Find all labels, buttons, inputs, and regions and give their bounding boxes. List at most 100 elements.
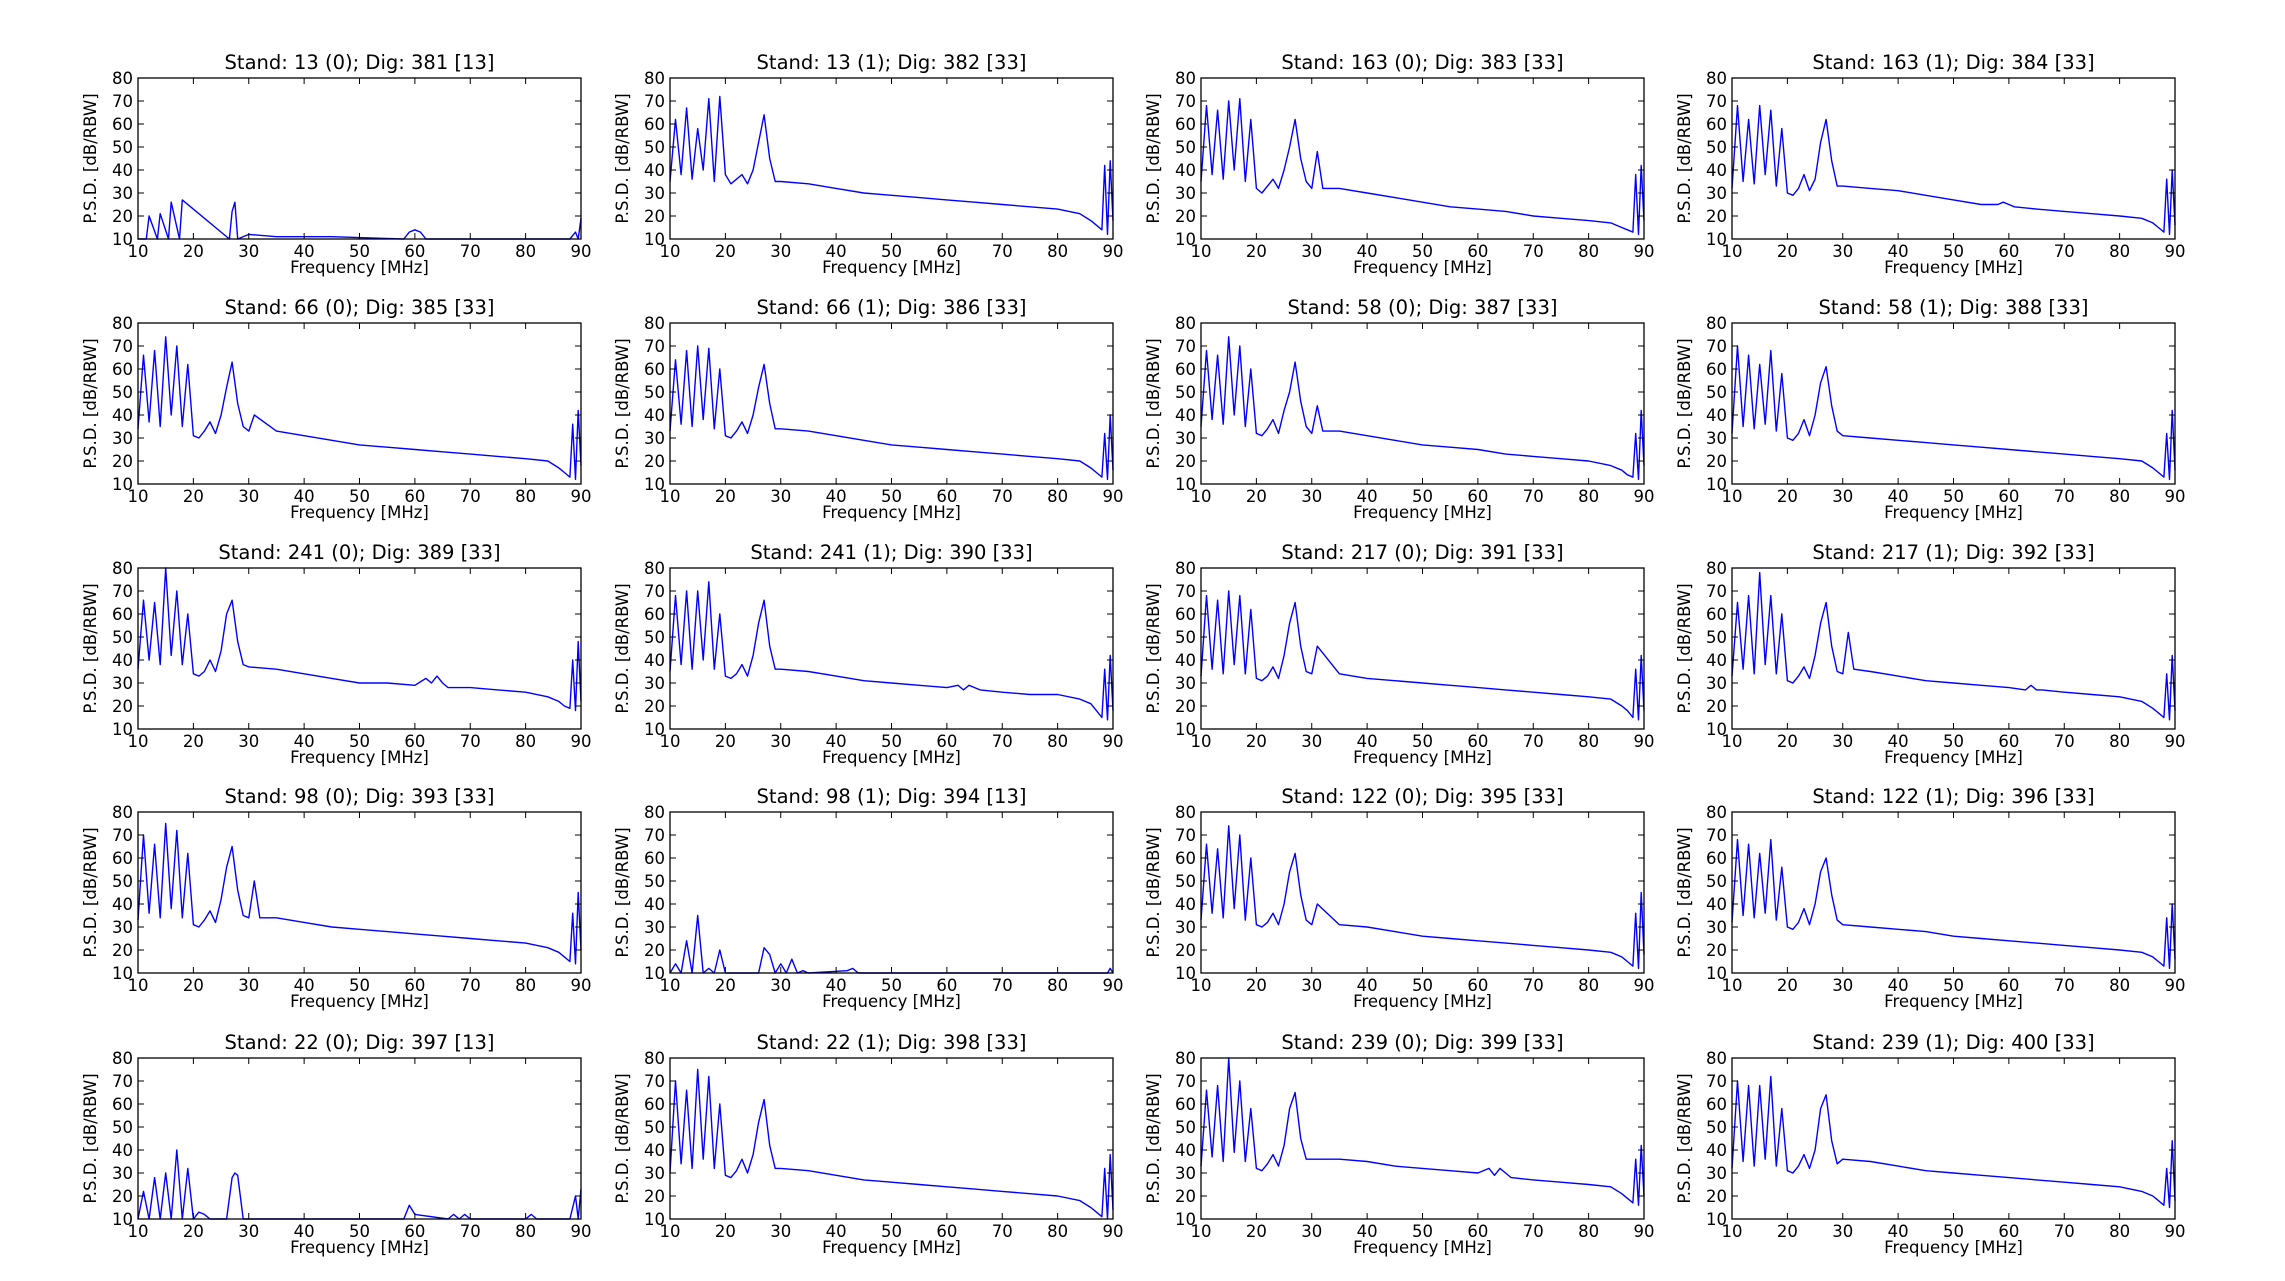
x-tick-label: 30 (770, 1222, 791, 1241)
x-tick-label: 50 (349, 1222, 370, 1241)
y-tick-label: 10 (1706, 230, 1727, 249)
x-tick-label: 10 (1191, 732, 1212, 751)
chart-title: Stand: 163 (0); Dig: 383 [33] (1281, 51, 1563, 74)
y-tick-label: 80 (1175, 1049, 1196, 1068)
chart-panel: 10 20 30 40 50 60 70 80 90 10 20 30 40 50 60 70 80 Stand:… (81, 785, 592, 1011)
x-tick-label: 50 (349, 732, 370, 751)
y-tick-label: 10 (644, 230, 665, 249)
x-tick-label: 90 (2165, 242, 2186, 261)
x-tick-label: 90 (571, 732, 592, 751)
y-axis-label: P.S.D. [dB/RBW] (1144, 827, 1163, 957)
x-tick-label: 10 (660, 242, 681, 261)
x-tick-label: 40 (1357, 1222, 1378, 1241)
x-tick-label: 20 (1777, 1222, 1798, 1241)
psd-series-line (1731, 345, 2176, 481)
x-axis-label: Frequency [MHz] (290, 503, 429, 522)
y-tick-label: 80 (644, 69, 665, 88)
psd-series-line (137, 822, 582, 965)
x-tick-label: 30 (1301, 732, 1322, 751)
y-axis-label: P.S.D. [dB/RBW] (613, 1073, 632, 1203)
x-tick-label: 30 (1832, 976, 1853, 995)
x-tick-label: 30 (1301, 242, 1322, 261)
x-tick-label: 90 (2165, 732, 2186, 751)
x-axis-label: Frequency [MHz] (1353, 258, 1492, 277)
x-tick-label: 40 (1357, 732, 1378, 751)
y-tick-label: 30 (1175, 674, 1196, 693)
psd-series-line (1731, 571, 2176, 721)
y-axis-label: P.S.D. [dB/RBW] (1144, 338, 1163, 468)
y-tick-label: 60 (1175, 360, 1196, 379)
x-tick-label: 80 (515, 242, 536, 261)
y-tick-label: 40 (112, 895, 133, 914)
x-tick-label: 80 (1047, 1222, 1068, 1241)
x-tick-label: 80 (1578, 1222, 1599, 1241)
chart-panel: 10 20 30 40 50 60 70 80 90 10 20 30 40 50 60 70 80 Stand:… (1675, 296, 2186, 522)
x-tick-label: 30 (770, 976, 791, 995)
x-tick-label: 20 (715, 242, 736, 261)
x-tick-label: 60 (1467, 487, 1488, 506)
y-tick-label: 60 (644, 605, 665, 624)
y-axis-label: P.S.D. [dB/RBW] (1675, 1073, 1694, 1203)
y-axis-label: P.S.D. [dB/RBW] (81, 1073, 100, 1203)
y-tick-label: 30 (1175, 1164, 1196, 1183)
y-tick-label: 80 (1175, 559, 1196, 578)
y-tick-label: 40 (1175, 1141, 1196, 1160)
x-tick-label: 80 (2109, 732, 2130, 751)
y-tick-label: 50 (644, 872, 665, 891)
y-tick-label: 30 (1175, 184, 1196, 203)
x-tick-label: 20 (1246, 1222, 1267, 1241)
psd-series-line (1731, 1075, 2176, 1209)
x-axis-label: Frequency [MHz] (290, 992, 429, 1011)
y-tick-label: 70 (112, 582, 133, 601)
psd-series-line (137, 1149, 582, 1220)
y-tick-label: 20 (112, 207, 133, 226)
y-tick-label: 60 (1175, 115, 1196, 134)
x-tick-label: 70 (992, 1222, 1013, 1241)
x-tick-label: 10 (128, 242, 149, 261)
y-tick-label: 30 (112, 429, 133, 448)
x-tick-label: 90 (571, 487, 592, 506)
x-tick-label: 70 (2054, 242, 2075, 261)
x-tick-label: 10 (1722, 732, 1743, 751)
x-axis-label: Frequency [MHz] (1884, 748, 2023, 767)
y-tick-label: 50 (112, 872, 133, 891)
x-tick-label: 40 (826, 976, 847, 995)
chart-panel: 10 20 30 40 50 60 70 80 90 10 20 30 40 50 60 70 80 Stand:… (613, 785, 1124, 1011)
y-axis-label: P.S.D. [dB/RBW] (1144, 583, 1163, 713)
y-tick-label: 80 (644, 314, 665, 333)
x-axis-label: Frequency [MHz] (1884, 1238, 2023, 1257)
y-tick-label: 80 (1706, 314, 1727, 333)
y-tick-label: 70 (1175, 92, 1196, 111)
y-tick-label: 70 (644, 337, 665, 356)
y-tick-label: 20 (1706, 1187, 1727, 1206)
x-tick-label: 20 (183, 242, 204, 261)
y-tick-label: 30 (112, 918, 133, 937)
x-tick-label: 10 (128, 1222, 149, 1241)
x-tick-label: 30 (1832, 487, 1853, 506)
x-tick-label: 80 (515, 487, 536, 506)
y-tick-label: 80 (1706, 69, 1727, 88)
x-tick-label: 50 (349, 242, 370, 261)
y-tick-label: 30 (644, 674, 665, 693)
x-tick-label: 40 (1888, 487, 1909, 506)
x-tick-label: 80 (515, 976, 536, 995)
x-tick-label: 80 (2109, 487, 2130, 506)
y-tick-label: 10 (1706, 1210, 1727, 1229)
y-tick-label: 60 (112, 849, 133, 868)
x-tick-label: 70 (992, 732, 1013, 751)
x-tick-label: 60 (1467, 732, 1488, 751)
y-tick-label: 10 (112, 230, 133, 249)
x-tick-label: 40 (1888, 976, 1909, 995)
x-tick-label: 60 (404, 976, 425, 995)
y-tick-label: 40 (1175, 406, 1196, 425)
x-tick-label: 50 (881, 487, 902, 506)
y-tick-label: 80 (1706, 803, 1727, 822)
x-tick-label: 90 (1634, 487, 1655, 506)
y-tick-label: 50 (112, 138, 133, 157)
y-axis-label: P.S.D. [dB/RBW] (613, 827, 632, 957)
chart-title: Stand: 58 (1); Dig: 388 [33] (1819, 296, 2089, 319)
y-tick-label: 40 (112, 651, 133, 670)
y-tick-label: 70 (1706, 1072, 1727, 1091)
x-tick-label: 90 (571, 242, 592, 261)
